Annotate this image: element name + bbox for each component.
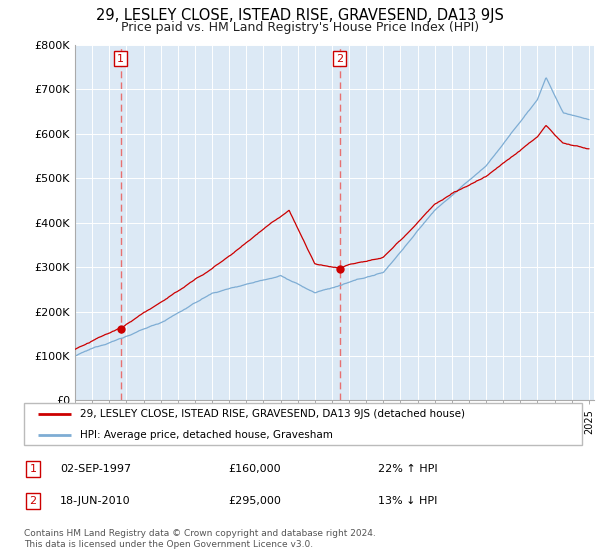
Text: 29, LESLEY CLOSE, ISTEAD RISE, GRAVESEND, DA13 9JS: 29, LESLEY CLOSE, ISTEAD RISE, GRAVESEND… (96, 8, 504, 24)
FancyBboxPatch shape (24, 403, 582, 445)
Text: 2: 2 (336, 54, 343, 64)
Text: £160,000: £160,000 (228, 464, 281, 474)
Text: 1: 1 (117, 54, 124, 64)
Text: £295,000: £295,000 (228, 496, 281, 506)
Text: 13% ↓ HPI: 13% ↓ HPI (378, 496, 437, 506)
Text: Price paid vs. HM Land Registry's House Price Index (HPI): Price paid vs. HM Land Registry's House … (121, 21, 479, 34)
Text: Contains HM Land Registry data © Crown copyright and database right 2024.
This d: Contains HM Land Registry data © Crown c… (24, 529, 376, 549)
Text: 22% ↑ HPI: 22% ↑ HPI (378, 464, 437, 474)
Text: HPI: Average price, detached house, Gravesham: HPI: Average price, detached house, Grav… (80, 430, 332, 440)
Text: 02-SEP-1997: 02-SEP-1997 (60, 464, 131, 474)
Text: 29, LESLEY CLOSE, ISTEAD RISE, GRAVESEND, DA13 9JS (detached house): 29, LESLEY CLOSE, ISTEAD RISE, GRAVESEND… (80, 409, 465, 419)
Text: 18-JUN-2010: 18-JUN-2010 (60, 496, 131, 506)
Text: 2: 2 (29, 496, 37, 506)
Text: 1: 1 (29, 464, 37, 474)
